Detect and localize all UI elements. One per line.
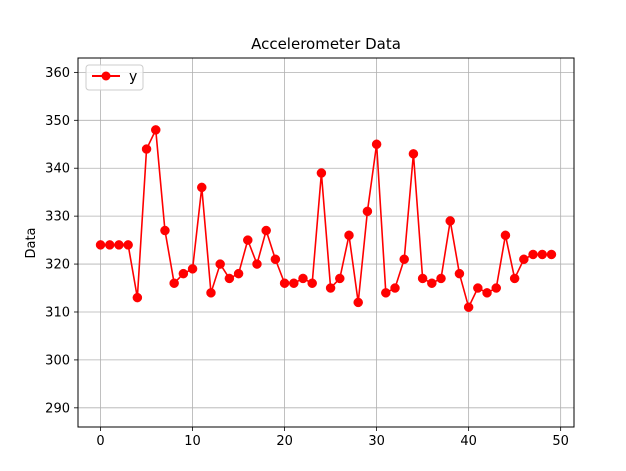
data-point <box>123 240 133 250</box>
data-point <box>243 235 253 245</box>
data-point <box>454 268 465 279</box>
data-point <box>307 278 317 288</box>
data-point <box>187 264 198 274</box>
data-point <box>528 249 538 260</box>
data-point <box>197 182 207 193</box>
data-point <box>132 292 143 303</box>
data-point <box>289 278 299 288</box>
x-tick-label: 50 <box>552 434 569 449</box>
data-point <box>445 216 455 226</box>
y-tick-label: 290 <box>45 401 70 416</box>
data-point <box>215 259 225 269</box>
data-point <box>519 254 529 265</box>
data-point <box>335 273 345 284</box>
legend-box <box>85 64 144 91</box>
legend: y <box>85 64 144 91</box>
data-point <box>95 240 106 250</box>
data-point <box>325 283 336 293</box>
x-tick-label: 30 <box>368 434 385 449</box>
data-point <box>104 240 115 250</box>
data-point <box>114 240 124 250</box>
y-tick-label: 330 <box>45 210 70 225</box>
data-point <box>381 288 391 298</box>
data-point <box>390 283 400 293</box>
data-point <box>160 225 170 236</box>
data-point <box>537 249 548 260</box>
data-point <box>224 273 235 284</box>
data-point <box>178 268 189 279</box>
x-tick-label: 40 <box>460 434 477 449</box>
x-tick-label: 20 <box>276 434 293 449</box>
data-point <box>298 273 308 284</box>
data-point <box>371 139 382 150</box>
grid-layer <box>78 58 574 427</box>
x-tick-label: 0 <box>96 434 104 449</box>
plot-background <box>78 58 574 427</box>
data-point <box>261 225 271 236</box>
data-point <box>353 297 363 308</box>
data-point <box>362 206 373 217</box>
chart-title: Accelerometer Data <box>251 35 401 53</box>
x-tick-label: 10 <box>184 434 201 449</box>
data-point <box>206 288 216 298</box>
data-point <box>509 273 520 284</box>
y-tick-label: 320 <box>45 258 70 273</box>
y-tick-label: 300 <box>45 353 70 368</box>
y-tick-label: 350 <box>45 114 70 129</box>
data-point <box>408 149 419 159</box>
data-point <box>463 302 474 312</box>
data-point <box>427 278 437 288</box>
data-point <box>417 273 428 284</box>
data-point <box>233 268 244 279</box>
series-layer <box>95 125 557 312</box>
data-point <box>169 278 179 288</box>
data-point <box>270 254 281 265</box>
y-tick-label: 360 <box>45 66 70 81</box>
legend-marker-swatch <box>101 71 111 81</box>
data-point <box>151 125 161 135</box>
data-point <box>491 283 501 293</box>
data-point <box>252 259 262 269</box>
y-tick-label: 310 <box>45 305 70 320</box>
y-axis-label: Data <box>24 227 39 258</box>
data-point <box>399 254 409 265</box>
data-point <box>482 288 492 298</box>
data-point <box>316 168 327 178</box>
data-point <box>436 273 446 284</box>
data-point <box>344 230 354 241</box>
data-point <box>500 230 511 241</box>
y-tick-label: 340 <box>45 162 70 177</box>
data-point <box>141 144 152 154</box>
legend-label-y: y <box>129 69 137 85</box>
plot-frame <box>77 57 575 428</box>
data-point <box>546 249 557 260</box>
data-point <box>279 278 290 288</box>
data-point <box>473 283 483 293</box>
tick-layer: 0 10 20 30 40 50 290 300 310 320 330 340 350 360 <box>45 66 569 449</box>
